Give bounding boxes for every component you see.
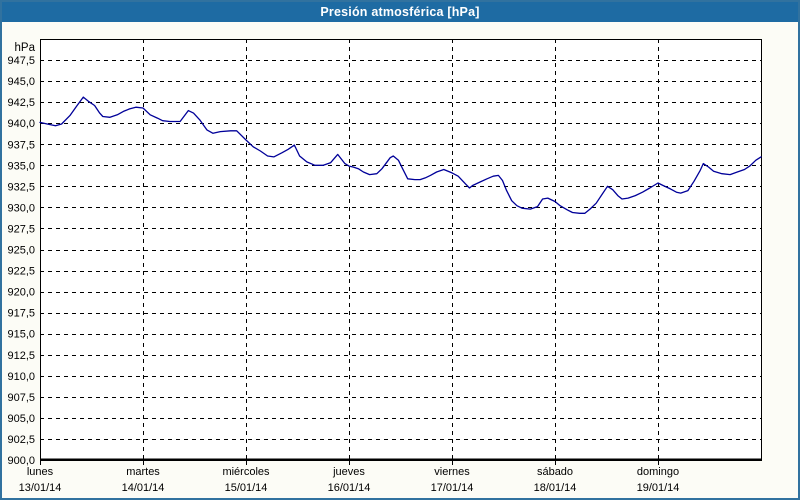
y-tick-label: 927,5 [7,223,35,235]
x-tick-date: 13/01/14 [19,482,62,494]
x-tick-day: jueves [332,466,365,478]
x-tick-day: lunes [27,466,54,478]
y-tick-label: 902,5 [7,434,35,446]
x-tick-day: domingo [637,466,679,478]
x-tick-date: 14/01/14 [122,482,165,494]
y-tick-label: 917,5 [7,308,35,320]
x-tick-day: martes [126,466,160,478]
x-tick-date: 16/01/14 [328,482,371,494]
y-tick-label: 942,5 [7,97,35,109]
y-tick-label: 922,5 [7,266,35,278]
y-axis-unit: hPa [15,42,36,54]
y-tick-label: 925,0 [7,245,35,257]
y-tick-label: 940,0 [7,118,35,130]
x-tick-day: miércoles [222,466,270,478]
chart-title-bar: Presión atmosférica [hPa] [2,2,798,22]
y-tick-label: 945,0 [7,76,35,88]
x-tick-date: 18/01/14 [534,482,577,494]
y-tick-label: 905,0 [7,413,35,425]
y-tick-label: 900,0 [7,455,35,467]
y-tick-label: 935,0 [7,160,35,172]
x-tick-date: 15/01/14 [225,482,268,494]
y-tick-label: 920,0 [7,287,35,299]
x-tick-day: sábado [537,466,573,478]
pressure-series [39,96,762,214]
chart-title: Presión atmosférica [hPa] [320,5,480,19]
y-tick-label: 937,5 [7,139,35,151]
y-tick-label: 915,0 [7,329,35,341]
y-tick-label: 947,5 [7,55,35,67]
y-tick-label: 932,5 [7,181,35,193]
x-tick-day: viernes [434,466,470,478]
x-tick-date: 17/01/14 [431,482,474,494]
y-tick-label: 907,5 [7,392,35,404]
x-tick-date: 19/01/14 [637,482,680,494]
y-tick-label: 930,0 [7,202,35,214]
y-tick-label: 910,0 [7,371,35,383]
y-tick-label: 912,5 [7,350,35,362]
